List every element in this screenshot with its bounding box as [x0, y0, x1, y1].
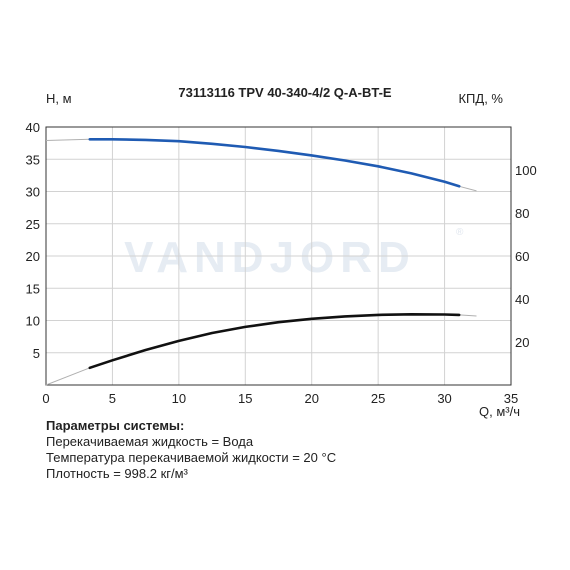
chart-ticks: 0 5 10 15 20 25 30 35 5 10 15 20 25 30 35 40 20 40 60 80 100 [26, 120, 537, 406]
y-axis-right-label: КПД, % [458, 91, 503, 106]
y-left-tick-label: 20 [26, 249, 40, 264]
parameter-liquid: Перекачиваемая жидкость = Вода [46, 434, 254, 449]
y-left-tick-label: 5 [33, 346, 40, 361]
y-right-tick-label: 100 [515, 163, 537, 178]
parameter-temperature: Температура перекачиваемой жидкости = 20… [46, 450, 337, 465]
x-tick-label: 35 [504, 391, 518, 406]
system-parameters-heading: Параметры системы: [46, 418, 185, 433]
y-right-tick-label: 40 [515, 292, 529, 307]
x-tick-label: 20 [304, 391, 318, 406]
x-tick-label: 25 [371, 391, 385, 406]
system-parameters: Параметры системы: Перекачиваемая жидкос… [46, 418, 336, 482]
y-right-tick-label: 80 [515, 206, 529, 221]
y-right-tick-label: 20 [515, 335, 529, 350]
y-left-tick-label: 40 [26, 120, 40, 135]
chart-watermark: VANDJORD [124, 233, 416, 282]
y-right-tick-label: 60 [515, 249, 529, 264]
y-left-tick-label: 25 [26, 217, 40, 232]
chart-title: 73113116 TPV 40-340-4/2 Q-A-BT-E [178, 85, 392, 100]
head-curve-line [88, 138, 461, 188]
x-tick-label: 15 [238, 391, 252, 406]
chart-grid [46, 127, 511, 385]
y-left-tick-label: 15 [26, 281, 40, 296]
efficiency-curve-extension-start [45, 367, 90, 386]
x-tick-label: 10 [172, 391, 186, 406]
plot-frame [45, 126, 512, 386]
head-curve-extension-end [459, 185, 477, 192]
y-left-tick-label: 35 [26, 152, 40, 167]
x-tick-label: 0 [42, 391, 49, 406]
x-tick-label: 30 [437, 391, 451, 406]
parameter-density: Плотность = 998.2 кг/м³ [46, 466, 188, 481]
x-tick-label: 5 [109, 391, 116, 406]
chart-axes [45, 126, 512, 386]
chart-series [45, 138, 477, 386]
x-axis-label: Q, м³/ч [479, 404, 520, 419]
y-left-tick-label: 10 [26, 314, 40, 329]
efficiency-curve-extension-end [459, 314, 477, 317]
chart-watermark-mark: ® [456, 227, 464, 238]
y-axis-left-label: H, м [46, 91, 72, 106]
efficiency-curve-line [88, 313, 461, 370]
head-curve-extension-start [45, 138, 90, 141]
y-left-tick-label: 30 [26, 185, 40, 200]
